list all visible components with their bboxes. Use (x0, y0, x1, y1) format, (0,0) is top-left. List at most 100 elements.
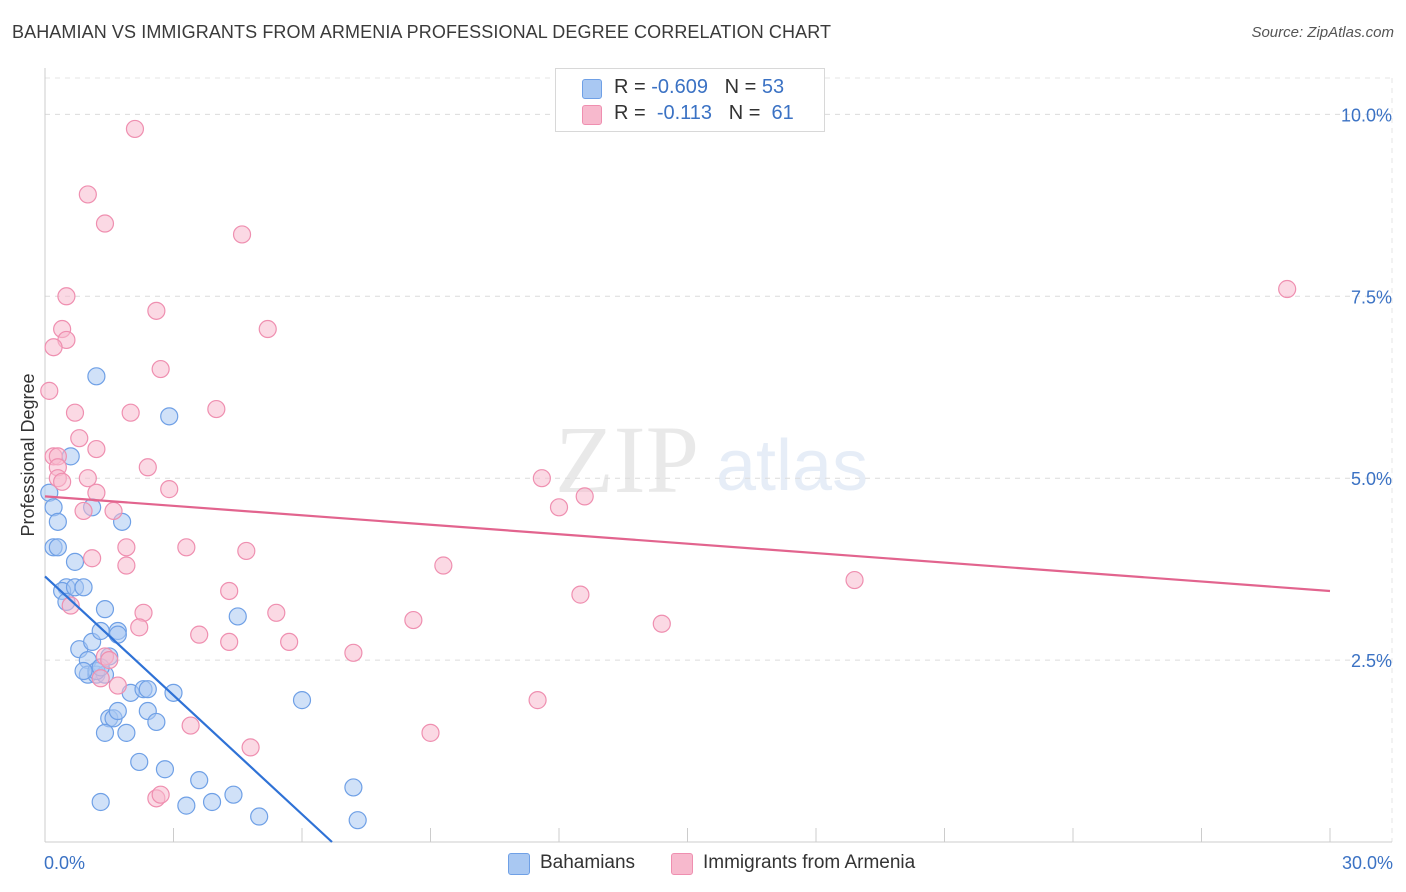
y-tick-label: 5.0% (1351, 469, 1392, 489)
armenia-point (241, 738, 260, 757)
bahamian-point (95, 723, 115, 742)
series-swatch-armenia (671, 853, 693, 875)
armenia-point (571, 585, 590, 604)
bahamian-point (164, 683, 183, 702)
bahamian-point (108, 701, 127, 721)
armenia-point (78, 469, 97, 488)
armenia-point (528, 691, 547, 710)
armenia-point (434, 556, 453, 575)
armenia-point (87, 439, 106, 459)
armenia-point (151, 785, 170, 804)
armenia-point (95, 214, 115, 233)
series-label-armenia: Immigrants from Armenia (703, 852, 916, 873)
armenia-point (549, 498, 569, 517)
armenia-point (232, 225, 252, 244)
legend-r-label: R = (614, 76, 646, 98)
armenia-point (91, 669, 110, 688)
armenia-point (53, 472, 72, 491)
bahamian-point (250, 807, 269, 826)
armenia-point (344, 643, 363, 662)
armenia-point (130, 618, 149, 637)
watermark: ZIP atlas (555, 406, 868, 513)
armenia-point (421, 723, 440, 742)
armenia-point (117, 556, 136, 575)
armenia-point (83, 549, 102, 568)
armenia-point (280, 632, 299, 652)
trend-lines (44, 495, 1331, 843)
armenia-point (845, 570, 864, 590)
x-tick-label: 30.0% (1342, 853, 1393, 873)
armenia-point (108, 676, 127, 695)
bahamian-point (155, 760, 175, 779)
armenia-point (237, 541, 256, 561)
armenia-point (258, 319, 277, 339)
bahamian-point (95, 600, 115, 619)
bahamian-point (108, 625, 127, 644)
legend-swatch-bahamians (582, 79, 602, 99)
y-tick-label: 2.5% (1351, 651, 1392, 671)
bahamian-point (160, 407, 179, 426)
legend-r-value: -0.609 (651, 76, 708, 98)
armenia-point (70, 429, 89, 448)
bahamian-point (344, 778, 363, 797)
axis-labels: 2.5% 5.0% 7.5% 10.0% 0.0% 30.0% Professional D… (18, 105, 1393, 873)
data-points (40, 119, 1297, 830)
bahamian-point (202, 792, 222, 812)
legend-r-value: -0.113 (656, 102, 713, 124)
armenia-point (1278, 279, 1297, 299)
armenia-point (65, 403, 85, 422)
correlation-legend: R = -0.609 N = 53 R = -0.113 N = 61 (555, 68, 825, 132)
legend-n-label: N = (724, 76, 757, 98)
armenia-point (57, 287, 76, 306)
watermark-atlas: atlas (716, 426, 868, 506)
y-tick-label: 10.0% (1341, 105, 1392, 125)
armenia-point (190, 625, 209, 644)
armenia-point (40, 381, 59, 400)
armenia-point (121, 403, 140, 422)
bahamian-trend-line (44, 575, 333, 843)
bahamian-point (48, 538, 67, 557)
source-label: Source: ZipAtlas.com (1251, 24, 1394, 41)
armenia-point (78, 185, 97, 204)
armenia-point (404, 610, 423, 630)
armenia-point (160, 480, 179, 499)
armenia-point (532, 469, 551, 488)
series-label-bahamians: Bahamians (540, 852, 636, 873)
armenia-point (125, 119, 145, 139)
chart-title: BAHAMIAN VS IMMIGRANTS FROM ARMENIA PROF… (12, 22, 832, 42)
legend-n-value: 53 (761, 76, 785, 98)
armenia-point (575, 487, 594, 506)
bahamian-point (138, 680, 157, 699)
armenia-point (138, 458, 157, 477)
legend-n-value: 61 (771, 102, 794, 124)
armenia-point (44, 338, 63, 357)
armenia-point (61, 596, 80, 615)
y-axis-title: Professional Degree (18, 373, 38, 536)
armenia-point (220, 632, 239, 652)
armenia-point (267, 603, 286, 622)
bahamian-point (65, 552, 85, 571)
bahamian-point (91, 792, 110, 812)
armenia-point (104, 501, 123, 521)
bahamian-point (292, 691, 312, 710)
bahamian-point (87, 367, 106, 386)
bahamian-point (147, 712, 166, 732)
armenia-point (220, 581, 239, 601)
armenia-point (207, 399, 226, 419)
bahamian-point (177, 796, 196, 815)
armenia-point (177, 538, 196, 557)
armenia-point (117, 538, 136, 557)
legend-r-label: R = (614, 102, 646, 124)
bahamian-point (228, 607, 247, 626)
armenia-trend-line (44, 495, 1331, 593)
bahamian-point (348, 811, 367, 830)
legend-swatch-armenia (582, 105, 602, 125)
legend-n-label: N = (728, 102, 761, 124)
armenia-point (100, 650, 119, 670)
y-tick-label: 7.5% (1351, 287, 1392, 307)
armenia-point (147, 301, 166, 320)
armenia-point (151, 359, 170, 379)
bahamian-point (224, 785, 243, 804)
bahamian-point (91, 621, 110, 641)
